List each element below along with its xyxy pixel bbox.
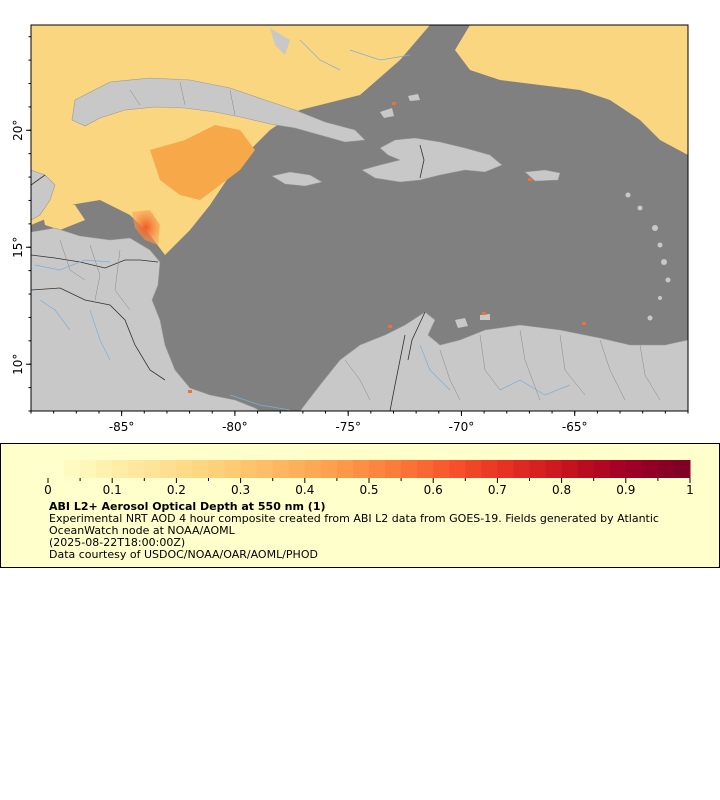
aod-coastal-specks: [188, 102, 586, 393]
land-cuba: [71, 77, 366, 143]
colorbar-cell: [128, 460, 145, 478]
colorbar-tick-label: 0.3: [231, 483, 250, 497]
colorbar-cell: [272, 460, 290, 478]
colorbar-cell: [48, 460, 65, 478]
colorbar-cell: [112, 460, 129, 478]
lon-tick-label: -80°: [222, 420, 248, 434]
colorbar-cell: [465, 460, 482, 478]
colorbar-cell: [160, 460, 177, 478]
map-figure: -85° -80° -75° -70° -65° 20° 15° 10°: [11, 24, 689, 434]
lat-tick-label: 10°: [11, 354, 25, 375]
colorbar-cell: [144, 460, 161, 478]
colorbar-cell: [577, 460, 595, 478]
land-hispaniola: [361, 137, 503, 183]
colorbar-cell: [561, 460, 579, 478]
admin-borders: [59, 81, 661, 401]
colorbar-cell: [352, 460, 370, 478]
map-svg: -85° -80° -75° -70° -65° 20° 15° 10°: [11, 24, 689, 434]
colorbar-tick-label: 0.5: [359, 483, 378, 497]
colorbar-tick-label: 1: [686, 483, 694, 497]
lon-tick-label: -75°: [335, 420, 361, 434]
colorbar-cell: [497, 460, 514, 478]
lon-tick-label: -65°: [562, 420, 588, 434]
lon-tick-label: -85°: [109, 420, 135, 434]
land-jamaica: [271, 171, 323, 187]
colorbar-tick-label: 0.1: [103, 483, 122, 497]
aod-field-west-2: [40, 200, 85, 230]
land-bahamas: [270, 28, 420, 118]
colorbar-cell: [320, 460, 338, 478]
colorbar-cell: [641, 460, 659, 478]
colorbar-cell: [240, 460, 258, 478]
axis-ticks: -85° -80° -75° -70° -65° 20° 15° 10°: [11, 36, 689, 434]
colorbar-cell: [609, 460, 627, 478]
colorbar-cell: [96, 460, 113, 478]
colorbar-cell: [288, 460, 306, 478]
colorbar-tick-label: 0.4: [295, 483, 314, 497]
land-lesser-antilles: [625, 192, 671, 321]
colorbar-cell: [545, 460, 563, 478]
colorbar-cell: [385, 460, 402, 478]
colorbar: 0 0.1 0.2 0.3 0.4 0.5 0.6 0.7 0.8 0.9 1: [44, 460, 694, 497]
colorbar-tick-label: 0.2: [167, 483, 186, 497]
aod-field-northeast: [455, 25, 688, 155]
legend-timestamp: (2025-08-22T18:00:00Z): [49, 536, 186, 549]
colorbar-cell: [625, 460, 643, 478]
colorbar-cell: [481, 460, 498, 478]
colorbar-cell: [401, 460, 418, 478]
legend-panel: 0 0.1 0.2 0.3 0.4 0.5 0.6 0.7 0.8 0.9 1 ABI L2+ Ae…: [0, 443, 720, 568]
legend-title: ABI L2+ Aerosol Optical Depth at 550 nm …: [49, 500, 326, 513]
colorbar-tick-label: 0.7: [488, 483, 507, 497]
colorbar-cell: [256, 460, 274, 478]
lat-tick-label: 20°: [11, 120, 25, 141]
land-south-america: [299, 311, 688, 411]
colorbar-cell: [513, 460, 530, 478]
colorbar-cell: [369, 460, 386, 478]
colorbar-cell: [336, 460, 354, 478]
colorbar-cell: [208, 460, 226, 478]
plot-frame: [30, 24, 689, 412]
country-borders: [31, 144, 426, 411]
colorbar-tick-label: 0.8: [552, 483, 571, 497]
colorbar-cell: [192, 460, 209, 478]
aod-field-orange: [150, 125, 255, 200]
legend-credit: Data courtesy of USDOC/NOAA/OAR/AOML/PHO…: [49, 548, 318, 561]
lat-tick-label: 15°: [11, 237, 25, 258]
colorbar-tick-label: 0.9: [616, 483, 635, 497]
aod-field-hot: [132, 210, 160, 245]
colorbar-cell: [64, 460, 81, 478]
colorbar-cell: [657, 460, 675, 478]
colorbar-cell: [80, 460, 97, 478]
colorbar-cell: [449, 460, 466, 478]
legend-description: Experimental NRT AOD 4 hour composite cr…: [49, 512, 659, 537]
colorbar-cell: [673, 460, 691, 478]
colorbar-tick-label: 0: [44, 483, 52, 497]
colorbar-cell: [593, 460, 611, 478]
lon-tick-label: -70°: [449, 420, 475, 434]
land-puerto-rico: [524, 169, 561, 182]
colorbar-cell: [529, 460, 547, 478]
colorbar-cell: [304, 460, 322, 478]
colorbar-cell: [417, 460, 434, 478]
rivers: [34, 39, 571, 411]
land-abc-islands: [455, 314, 490, 328]
legend-text: ABI L2+ Aerosol Optical Depth at 550 nm …: [49, 501, 709, 561]
colorbar-cell: [224, 460, 242, 478]
colorbar-cell: [176, 460, 193, 478]
colorbar-tick-label: 0.6: [424, 483, 443, 497]
colorbar-cell: [433, 460, 450, 478]
